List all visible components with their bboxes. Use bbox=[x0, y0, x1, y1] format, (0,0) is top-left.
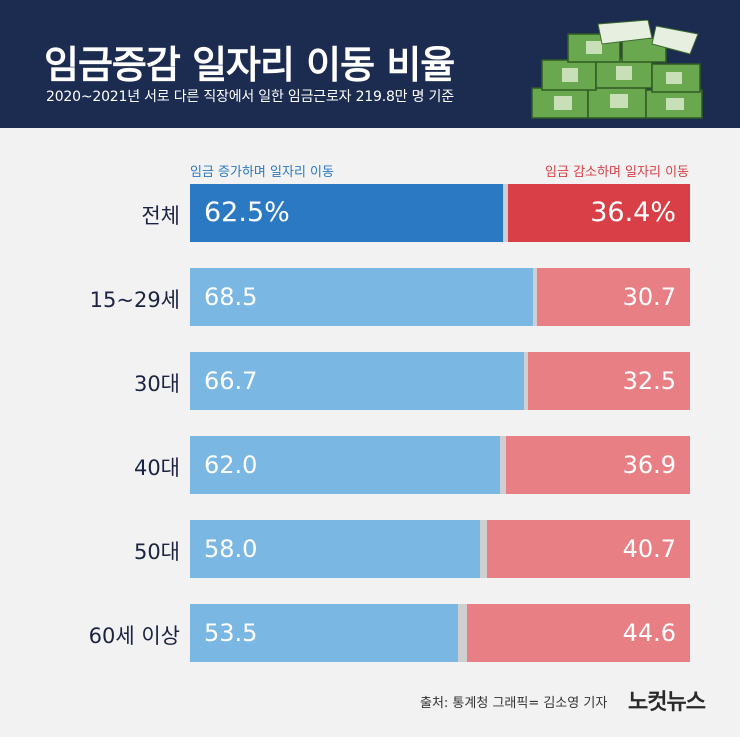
value-label-decrease: 36.4% bbox=[590, 197, 676, 228]
category-label: 60세 이상 bbox=[88, 624, 180, 648]
bar-decrease bbox=[508, 184, 690, 242]
value-label-increase: 53.5 bbox=[204, 619, 258, 647]
legend-decrease: 임금 감소하며 일자리 이동 bbox=[545, 165, 689, 180]
category-label: 40대 bbox=[133, 456, 180, 480]
bar-increase bbox=[190, 436, 500, 494]
value-label-increase: 66.7 bbox=[204, 367, 258, 395]
category-label: 50대 bbox=[133, 540, 180, 564]
page-title: 임금증감 일자리 이동 비율 bbox=[44, 43, 455, 87]
bar-decrease bbox=[536, 268, 690, 326]
bar-decrease bbox=[527, 352, 690, 410]
bar-increase bbox=[190, 604, 458, 662]
bar-increase bbox=[190, 184, 503, 242]
bar-increase bbox=[190, 268, 533, 326]
bar-gap bbox=[532, 268, 537, 326]
bar-decrease bbox=[486, 520, 690, 578]
category-label: 30대 bbox=[133, 372, 180, 396]
bar-gap bbox=[480, 520, 487, 578]
page-subtitle: 2020~2021년 서로 다른 직장에서 일한 임금근로자 219.8만 명 … bbox=[46, 89, 454, 105]
value-label-increase: 68.5 bbox=[204, 283, 258, 311]
money-stack-icon bbox=[531, 20, 703, 119]
news-logo: 노컷뉴스 bbox=[628, 690, 706, 715]
bar-increase bbox=[190, 352, 524, 410]
bar-decrease bbox=[467, 604, 690, 662]
value-label-decrease: 44.6 bbox=[622, 619, 676, 647]
category-label: 전체 bbox=[141, 204, 180, 228]
value-label-decrease: 36.9 bbox=[622, 451, 676, 479]
legend-increase: 임금 증가하며 일자리 이동 bbox=[190, 165, 334, 180]
bar-gap bbox=[502, 184, 508, 242]
bar-gap bbox=[523, 352, 528, 410]
value-label-decrease: 40.7 bbox=[622, 535, 676, 563]
value-label-increase: 58.0 bbox=[204, 535, 258, 563]
bar-gap bbox=[457, 604, 467, 662]
bar-gap bbox=[500, 436, 506, 494]
bar-increase bbox=[190, 520, 480, 578]
category-label: 15~29세 bbox=[89, 288, 180, 312]
value-label-decrease: 30.7 bbox=[622, 283, 676, 311]
value-label-decrease: 32.5 bbox=[622, 367, 676, 395]
bar-decrease bbox=[505, 436, 690, 494]
source-credit: 출처: 통계청 그래픽= 김소영 기자 bbox=[420, 696, 608, 711]
value-label-increase: 62.0 bbox=[204, 451, 258, 479]
value-label-increase: 62.5% bbox=[204, 197, 290, 228]
header-banner: 임금증감 일자리 이동 비율 2020~2021년 서로 다른 직장에서 일한 … bbox=[0, 0, 740, 128]
